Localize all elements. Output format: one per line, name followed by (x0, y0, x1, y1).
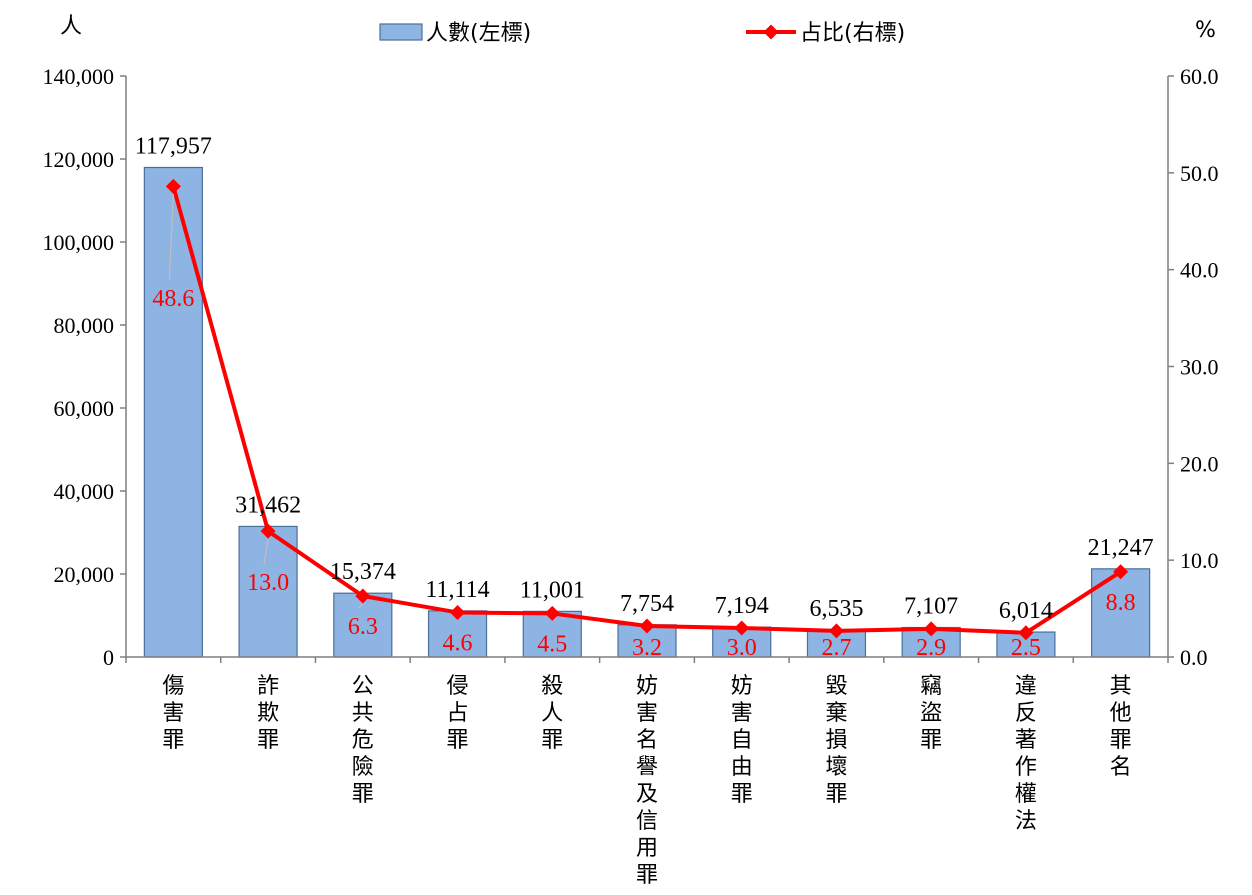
line-point (544, 605, 560, 621)
count-label: 15,374 (330, 559, 396, 585)
left-tick-label: 40,000 (54, 479, 115, 504)
pct-label: 3.0 (727, 635, 757, 661)
category-label: 傷害罪 (162, 674, 184, 753)
pct-label: 4.6 (443, 630, 473, 656)
category-label: 殺人罪 (541, 674, 563, 753)
right-axis: 0.0 10.0 20.0 30.0 40.0 50.0 60.0 (1167, 64, 1219, 670)
legend-line-marker (763, 24, 779, 40)
category-label: 妨害名譽及信用罪 (636, 674, 658, 888)
legend-bar-label: 人數(左標) (426, 21, 531, 46)
count-label: 7,754 (620, 591, 674, 617)
category-label: 竊盜罪 (920, 674, 942, 753)
pct-label: 8.8 (1106, 590, 1136, 616)
line-point (828, 623, 844, 639)
category-label: 毀棄損壞罪 (825, 674, 847, 807)
category-labels: 傷害罪 詐欺罪 公共危險罪 侵占罪 殺人罪 妨害名譽及信用罪 妨害自由罪 毀棄損壞罪 竊盜罪 違反… (162, 674, 1131, 888)
count-label: 11,114 (425, 577, 489, 603)
pct-label: 13.0 (247, 570, 289, 596)
line-point (639, 618, 655, 634)
right-tick-label: 50.0 (1180, 161, 1219, 186)
axis-units: 人 % (60, 14, 1216, 43)
line-series (165, 178, 1129, 641)
pct-label: 3.2 (632, 635, 662, 661)
pct-label: 4.5 (537, 631, 567, 657)
line-point (734, 620, 750, 636)
line-point (355, 588, 371, 604)
pct-label: 2.9 (916, 635, 946, 661)
left-tick-label: 140,000 (43, 64, 115, 89)
count-label: 7,194 (715, 593, 769, 619)
x-axis (125, 656, 1169, 663)
count-labels: 117,957 31,462 15,374 11,114 11,001 7,754 7,19… (135, 133, 1154, 624)
left-tick-label: 120,000 (43, 147, 115, 172)
left-axis-unit: 人 (60, 14, 82, 39)
category-label: 違反著作權法 (1015, 674, 1037, 834)
count-label: 6,535 (809, 596, 863, 622)
category-label: 公共危險罪 (352, 674, 374, 807)
pct-label: 6.3 (348, 614, 378, 640)
pct-leader-line (358, 603, 364, 609)
pct-label: 2.7 (821, 635, 851, 661)
left-tick-label: 80,000 (54, 313, 115, 338)
legend-bar-swatch (379, 23, 423, 41)
right-tick-label: 10.0 (1180, 548, 1219, 573)
count-label: 11,001 (520, 577, 585, 603)
count-label: 31,462 (235, 492, 301, 518)
count-label: 7,107 (904, 594, 958, 620)
line-point (165, 178, 181, 194)
category-label: 其他罪名 (1110, 674, 1132, 780)
left-tick-label: 20,000 (54, 562, 115, 587)
share-line (171, 185, 1122, 635)
right-tick-label: 40.0 (1180, 258, 1219, 283)
category-label: 詐欺罪 (257, 674, 279, 753)
left-tick-label: 0 (103, 645, 114, 670)
bar (143, 166, 203, 658)
pct-leader-line (168, 194, 174, 281)
right-tick-label: 60.0 (1180, 64, 1219, 89)
pct-labels: 48.6 13.0 6.3 4.6 4.5 3.2 3.0 2.7 2.9 2.5 8.8 (152, 194, 1136, 661)
line-point (1018, 625, 1034, 641)
left-tick-label: 100,000 (43, 230, 115, 255)
right-tick-label: 0.0 (1180, 645, 1208, 670)
pct-label: 2.5 (1011, 635, 1041, 661)
right-tick-label: 20.0 (1180, 451, 1219, 476)
count-label: 117,957 (135, 133, 212, 159)
legend-line-label: 占比(右標) (800, 21, 905, 46)
legend: 人數(左標) 占比(右標) (379, 21, 905, 46)
line-point (260, 523, 276, 539)
count-label: 6,014 (999, 598, 1053, 624)
category-label: 妨害自由罪 (731, 674, 753, 807)
bar-series (143, 166, 1151, 658)
left-tick-label: 60,000 (54, 396, 115, 421)
line-point (450, 604, 466, 620)
line-point (1113, 564, 1129, 580)
right-axis-unit: % (1195, 18, 1216, 43)
right-tick-label: 30.0 (1180, 355, 1219, 380)
pct-leader-line (263, 539, 269, 565)
line-point (923, 621, 939, 637)
category-label: 侵占罪 (447, 674, 469, 753)
left-axis: 0 20,000 40,000 60,000 80,000 100,000 120,000 1… (43, 64, 127, 670)
pct-label: 48.6 (152, 286, 194, 312)
count-label: 21,247 (1088, 535, 1154, 561)
